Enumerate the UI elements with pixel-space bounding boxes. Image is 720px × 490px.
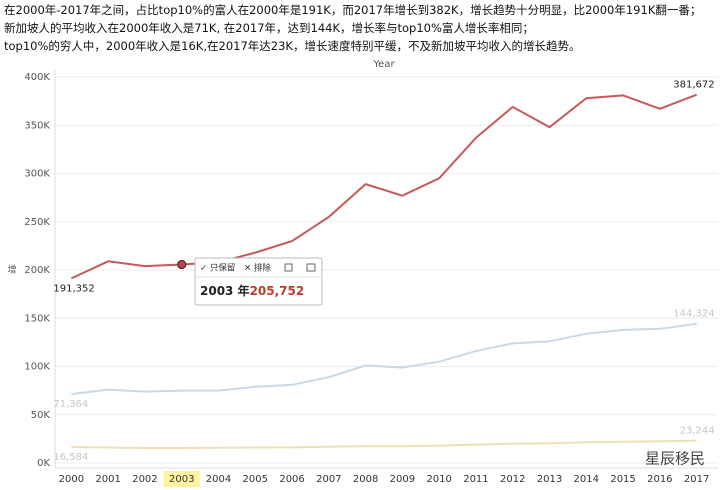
tooltip-exclude[interactable]: ✕ 排除 [244, 263, 271, 274]
y-tick-label: 0K [37, 458, 50, 469]
x-tick-label: 2013 [537, 474, 562, 485]
x-tick-label: 2003 [169, 474, 194, 485]
series-line [71, 322, 697, 396]
x-axis-title: Year [372, 59, 395, 70]
y-tick-label: 150K [24, 313, 50, 324]
y-tick-label: 250K [24, 217, 50, 228]
y-tick-label: 350K [24, 120, 50, 131]
tooltip-icon [284, 263, 293, 272]
x-tick-label: 2000 [59, 474, 84, 485]
x-tick-label: 2007 [316, 474, 341, 485]
y-tick-label: 50K [31, 410, 51, 421]
series-line [70, 93, 697, 280]
watermark: 星辰移民 [645, 450, 705, 468]
data-label: 23,244 [680, 426, 715, 437]
series-line [71, 439, 697, 450]
x-tick-label: 2012 [500, 474, 525, 485]
note: 新加坡人的平均收入在2000年收入是71K, 在2017年，达到144K，增长率… [4, 21, 534, 35]
tooltip-box [194, 257, 323, 306]
x-tick-label: 2005 [243, 474, 268, 485]
x-tick-label: 2008 [353, 474, 378, 485]
tooltip-value: 205,752 [250, 284, 305, 298]
x-tick-label: 2011 [463, 474, 488, 485]
x-tick-label: 2010 [426, 474, 451, 485]
x-tick-label: 2009 [390, 474, 415, 485]
x-tick-label: 2017 [684, 474, 709, 485]
y-axis-title: 增 [7, 264, 16, 276]
tooltip-icon [306, 263, 316, 272]
x-tick-label: 2016 [647, 474, 672, 485]
tooltip: ✓ 只保留 ✕ 排除 2003 年205,752 [194, 257, 323, 306]
tooltip-label: 2003 年205,752 [200, 283, 304, 298]
note: 在2000年-2017年之间，占比top10%的富人在2000年是191K，而2… [4, 3, 702, 17]
tooltip-title: 2003 年 [200, 283, 250, 298]
data-label: 381,672 [673, 80, 714, 91]
data-label: 191,352 [53, 283, 94, 294]
y-tick-label: 400K [24, 72, 50, 83]
data-label: 16,584 [53, 452, 88, 463]
x-tick-label: 2014 [574, 474, 599, 485]
data-label: 71,364 [53, 399, 88, 410]
data-label: 144,324 [673, 309, 714, 320]
x-tick-label: 2002 [132, 474, 157, 485]
highlight-marker [177, 259, 187, 270]
tooltip-keep[interactable]: ✓ 只保留 [200, 263, 235, 274]
x-tick-label: 2001 [95, 474, 120, 485]
note: top10%的穷人中，2000年收入是16K,在2017年达23K，增长速度特别… [4, 39, 581, 53]
y-tick-label: 300K [24, 169, 50, 180]
y-tick-label: 100K [24, 362, 50, 373]
x-tick-highlight [163, 471, 200, 487]
x-tick-label: 2004 [206, 474, 231, 485]
y-tick-label: 200K [24, 265, 50, 276]
x-tick-label: 2006 [279, 474, 304, 485]
x-tick-label: 2015 [610, 474, 635, 485]
